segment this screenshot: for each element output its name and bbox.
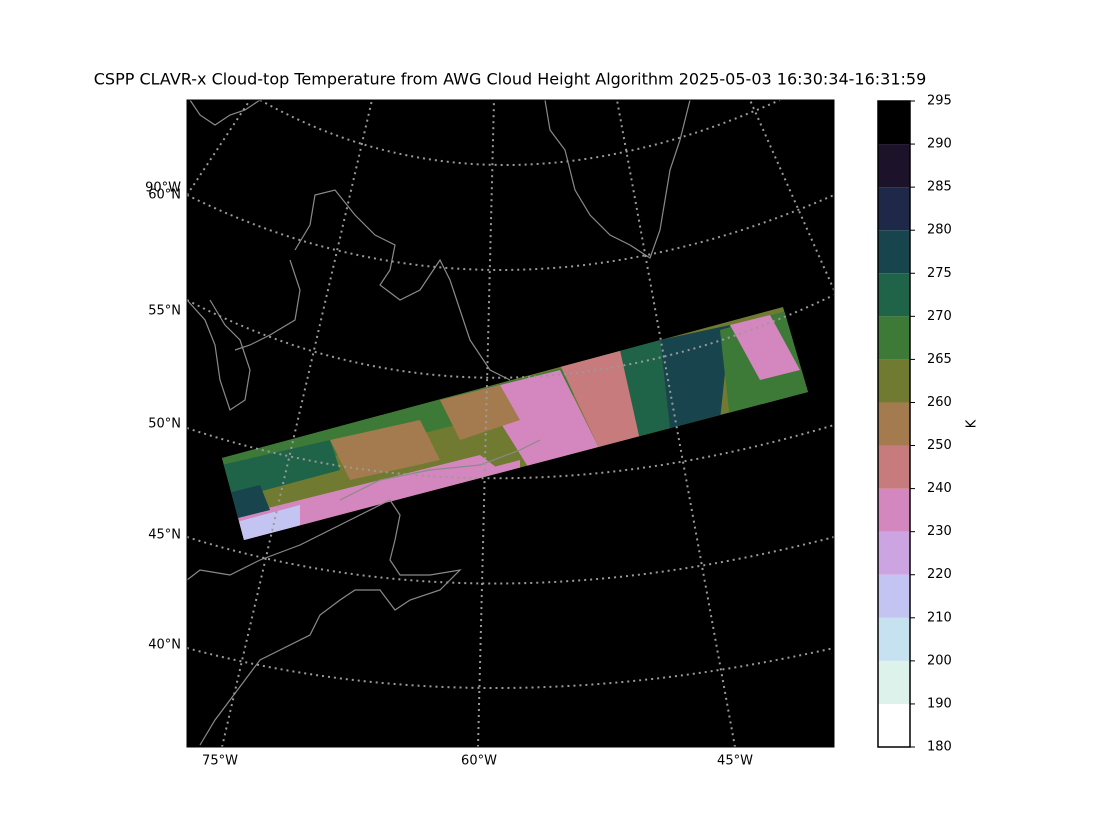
- colorbar-tick-label: 190: [927, 696, 952, 711]
- coastlines: [187, 100, 691, 746]
- lon-labels: 75°W 60°W 45°W: [202, 754, 753, 769]
- colorbar-tick-label: 280: [927, 223, 952, 238]
- colorbar-tick-label: 230: [927, 524, 952, 539]
- colorbar-segment: [878, 187, 910, 231]
- lat-label: 40°N: [148, 638, 181, 653]
- colorbar-tick-label: 290: [927, 137, 952, 152]
- lon-label: 45°W: [717, 754, 753, 769]
- lat-label: 50°N: [148, 417, 181, 432]
- colorbar-tick-label: 275: [927, 266, 952, 281]
- lon-label: 60°W: [461, 754, 497, 769]
- colorbar-segment: [878, 531, 910, 575]
- colorbar-segment: [878, 703, 910, 747]
- colorbar-tick-label: 260: [927, 395, 952, 410]
- colorbar-segment: [878, 617, 910, 661]
- colorbar-tick-label: 295: [927, 94, 952, 109]
- colorbar-frame: [877, 100, 911, 748]
- map: [187, 100, 834, 747]
- colorbar-tick-label: 250: [927, 438, 952, 453]
- colorbar-tick-label: 270: [927, 309, 952, 324]
- colorbar-label: K: [965, 419, 980, 428]
- lat-labels: 90°W 60°N 55°N 50°N 45°N 40°N: [145, 181, 181, 653]
- colorbar-segment: [878, 445, 910, 489]
- colorbar-segment: [878, 144, 910, 188]
- graticule: [187, 100, 834, 747]
- colorbar-segment: [878, 574, 910, 618]
- colorbar-segment: [878, 660, 910, 704]
- title: CSPP CLAVR-x Cloud-top Temperature from …: [94, 70, 927, 89]
- colorbar-tick-label: 180: [927, 740, 952, 755]
- colorbar-segment: [878, 488, 910, 532]
- colorbar-segment: [878, 101, 910, 145]
- colorbar-tick-label: 285: [927, 180, 952, 195]
- lat-label: 55°N: [148, 304, 181, 319]
- colorbar-segment: [878, 359, 910, 403]
- colorbar: 180 190 200 210 220 230 240 250 260 265 270 275 280 2…: [877, 94, 952, 755]
- colorbar-tick-label: 200: [927, 653, 952, 668]
- colorbar-segment: [878, 316, 910, 360]
- colorbar-tick-label: 240: [927, 481, 952, 496]
- lat-label: 60°N: [148, 188, 181, 203]
- colorbar-segment: [878, 273, 910, 317]
- colorbar-tick-label: 210: [927, 610, 952, 625]
- lon-label: 75°W: [202, 754, 238, 769]
- colorbar-tick-label: 265: [927, 352, 952, 367]
- colorbar-tick-label: 220: [927, 567, 952, 582]
- lat-label: 45°N: [148, 528, 181, 543]
- colorbar-segment: [878, 402, 910, 446]
- lat-label: 90°W: [145, 181, 181, 196]
- map-frame: [186, 99, 835, 748]
- colorbar-segment: [878, 230, 910, 274]
